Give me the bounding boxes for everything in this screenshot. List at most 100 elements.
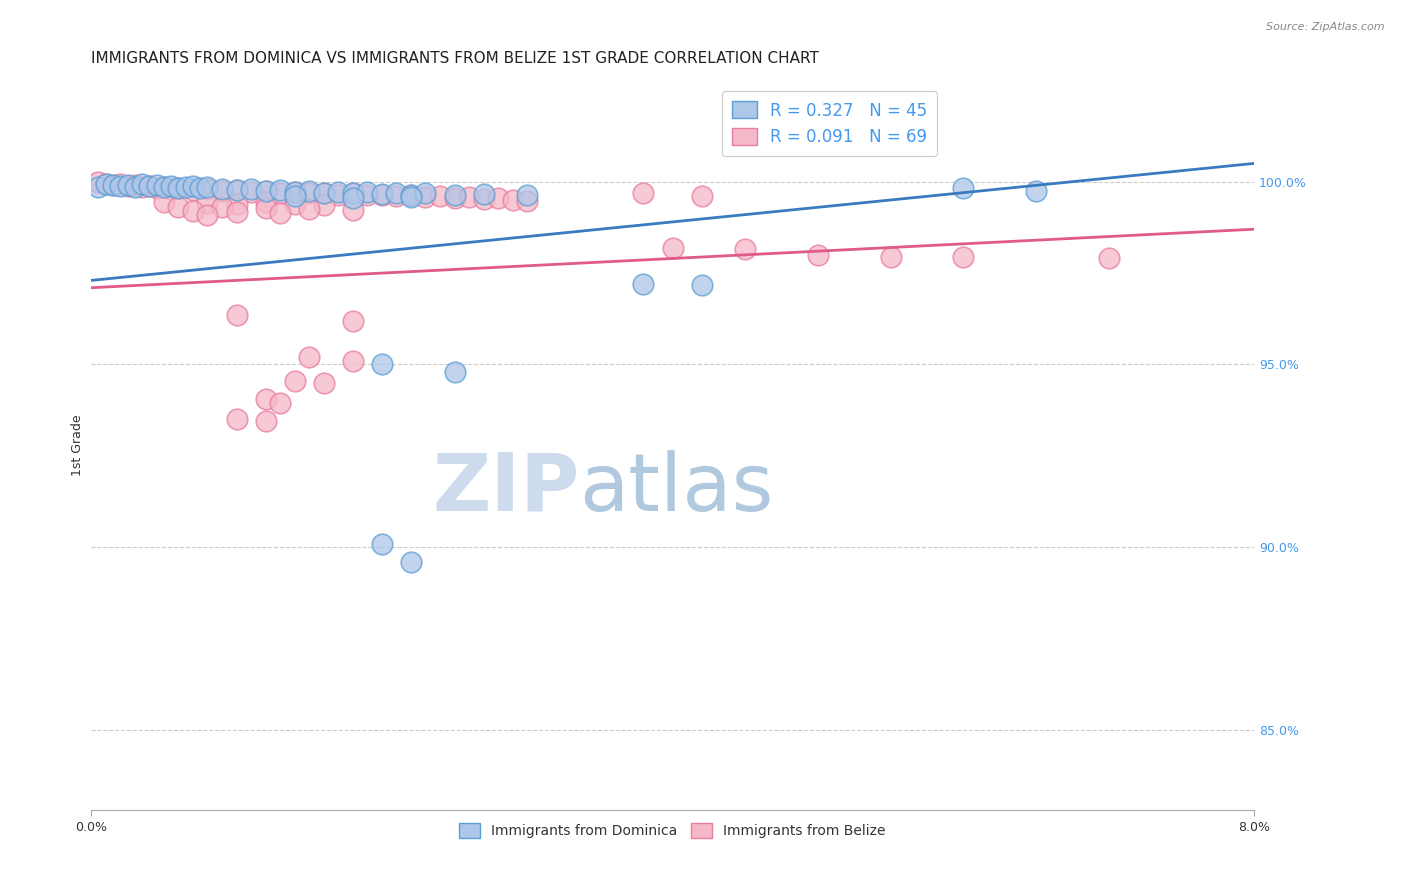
- Point: [254, 392, 277, 407]
- Legend: Immigrants from Dominica, Immigrants from Belize: Immigrants from Dominica, Immigrants fro…: [454, 818, 891, 844]
- Point: [458, 190, 481, 204]
- Point: [371, 186, 394, 201]
- Point: [197, 208, 219, 222]
- Point: [952, 181, 974, 195]
- Point: [371, 358, 394, 372]
- Point: [124, 180, 146, 194]
- Point: [117, 179, 139, 194]
- Point: [415, 186, 437, 201]
- Point: [472, 187, 495, 202]
- Point: [443, 191, 465, 205]
- Point: [225, 411, 247, 425]
- Point: [690, 277, 713, 292]
- Point: [284, 374, 307, 388]
- Point: [225, 183, 247, 197]
- Point: [342, 354, 364, 368]
- Point: [284, 185, 307, 199]
- Point: [225, 308, 247, 322]
- Point: [254, 201, 277, 215]
- Point: [110, 179, 132, 194]
- Point: [138, 179, 160, 194]
- Point: [94, 177, 117, 191]
- Point: [284, 197, 307, 211]
- Point: [197, 180, 219, 194]
- Text: ZIP: ZIP: [432, 450, 579, 528]
- Point: [101, 178, 124, 193]
- Point: [269, 206, 291, 220]
- Point: [690, 189, 713, 203]
- Point: [225, 183, 247, 197]
- Point: [342, 203, 364, 218]
- Point: [298, 184, 321, 198]
- Point: [312, 376, 335, 390]
- Point: [415, 190, 437, 204]
- Point: [342, 313, 364, 327]
- Point: [94, 177, 117, 191]
- Point: [633, 186, 655, 200]
- Point: [385, 189, 408, 203]
- Point: [131, 180, 153, 194]
- Point: [807, 248, 830, 262]
- Text: atlas: atlas: [579, 450, 773, 528]
- Point: [181, 203, 204, 218]
- Point: [516, 194, 538, 208]
- Point: [167, 200, 190, 214]
- Point: [328, 185, 350, 199]
- Point: [298, 350, 321, 364]
- Point: [254, 184, 277, 198]
- Point: [174, 180, 197, 194]
- Point: [486, 191, 509, 205]
- Point: [1025, 184, 1047, 198]
- Point: [879, 251, 901, 265]
- Point: [240, 182, 263, 196]
- Point: [269, 186, 291, 200]
- Point: [371, 187, 394, 202]
- Point: [342, 191, 364, 205]
- Point: [952, 251, 974, 265]
- Point: [117, 178, 139, 192]
- Point: [211, 200, 233, 214]
- Point: [145, 181, 167, 195]
- Point: [254, 414, 277, 428]
- Point: [328, 187, 350, 202]
- Point: [633, 277, 655, 291]
- Point: [138, 179, 160, 194]
- Point: [211, 182, 233, 196]
- Point: [312, 186, 335, 200]
- Point: [399, 187, 422, 202]
- Point: [472, 192, 495, 206]
- Point: [124, 178, 146, 192]
- Point: [254, 194, 277, 209]
- Point: [153, 194, 176, 209]
- Point: [356, 188, 378, 202]
- Point: [110, 178, 132, 192]
- Point: [312, 186, 335, 200]
- Point: [87, 180, 110, 194]
- Point: [284, 185, 307, 199]
- Point: [269, 183, 291, 197]
- Point: [188, 181, 211, 195]
- Point: [399, 555, 422, 569]
- Point: [145, 178, 167, 193]
- Point: [197, 182, 219, 196]
- Point: [356, 185, 378, 199]
- Point: [502, 193, 524, 207]
- Point: [225, 196, 247, 211]
- Point: [153, 180, 176, 194]
- Point: [131, 178, 153, 192]
- Point: [101, 178, 124, 193]
- Point: [240, 185, 263, 199]
- Point: [298, 202, 321, 216]
- Point: [298, 186, 321, 201]
- Point: [661, 240, 683, 254]
- Point: [443, 188, 465, 202]
- Point: [167, 181, 190, 195]
- Point: [160, 179, 183, 194]
- Point: [443, 365, 465, 379]
- Point: [429, 189, 451, 203]
- Point: [399, 188, 422, 202]
- Point: [399, 190, 422, 204]
- Point: [342, 186, 364, 201]
- Point: [87, 176, 110, 190]
- Point: [211, 184, 233, 198]
